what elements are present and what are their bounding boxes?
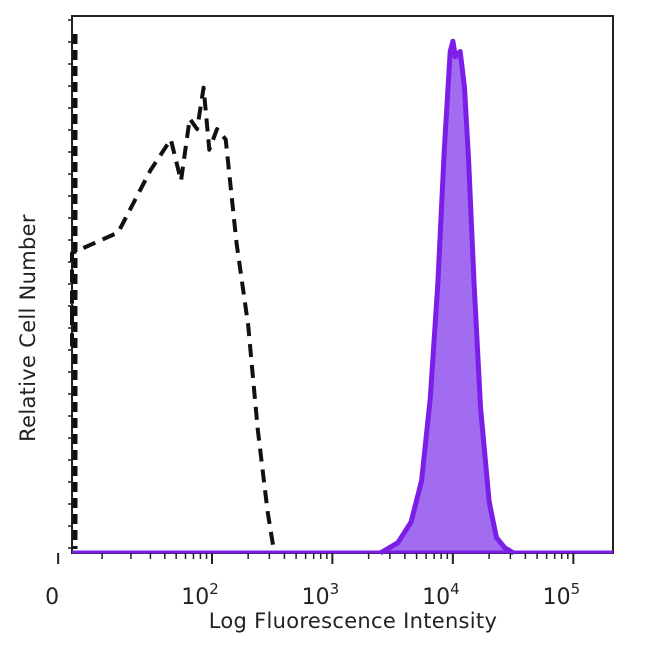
x-tick-label: 102 — [181, 580, 219, 610]
series-0-line — [70, 85, 277, 554]
x-tick-label: 103 — [302, 580, 340, 610]
y-axis-title: Relative Cell Number — [16, 214, 40, 442]
x-axis-title: Log Fluorescence Intensity — [209, 609, 497, 633]
plot-area — [71, 15, 614, 554]
x-tick-label: 104 — [422, 580, 460, 610]
x-tick-label: 0 — [45, 585, 59, 610]
series-1-outline — [379, 38, 515, 556]
x-tick-label: 105 — [543, 580, 581, 610]
